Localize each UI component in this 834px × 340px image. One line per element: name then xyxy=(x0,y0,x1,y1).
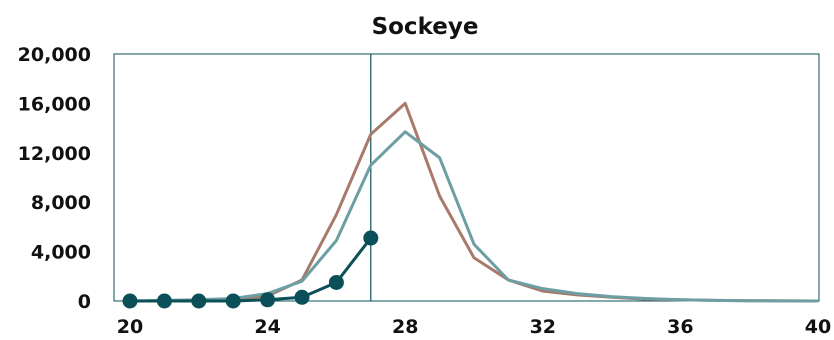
series-3-point xyxy=(225,293,241,309)
series-line-2 xyxy=(129,130,819,303)
x-tick-label: 24 xyxy=(254,316,280,338)
y-tick-label: 8,000 xyxy=(31,192,91,214)
series-line-3 xyxy=(130,237,372,303)
y-tick-label: 16,000 xyxy=(18,93,91,115)
series-3-point xyxy=(191,293,207,309)
series-3-point xyxy=(122,293,138,309)
series-3-point xyxy=(156,293,172,309)
series-3-point xyxy=(260,292,276,308)
y-tick-label: 12,000 xyxy=(18,143,91,165)
series-layer xyxy=(122,101,819,309)
chart-title: Sockeye xyxy=(372,14,479,40)
y-tick-label: 0 xyxy=(78,291,91,313)
series-3-point xyxy=(363,230,379,246)
x-tick-label: 32 xyxy=(530,316,556,338)
x-tick-label: 36 xyxy=(667,316,693,338)
series-line-1 xyxy=(130,101,819,303)
y-tick-labels: 0 4,000 8,000 12,000 16,000 20,000 xyxy=(18,44,91,313)
y-tick-label: 20,000 xyxy=(18,44,91,66)
plot-area xyxy=(113,53,820,302)
x-tick-labels: 20 24 28 32 36 40 xyxy=(117,316,831,338)
series-3-point xyxy=(294,289,310,305)
x-tick-label: 28 xyxy=(392,316,418,338)
series-3-point xyxy=(328,274,344,290)
x-tick-label: 40 xyxy=(805,316,831,338)
x-tick-label: 20 xyxy=(117,316,143,338)
y-tick-label: 4,000 xyxy=(31,242,91,264)
